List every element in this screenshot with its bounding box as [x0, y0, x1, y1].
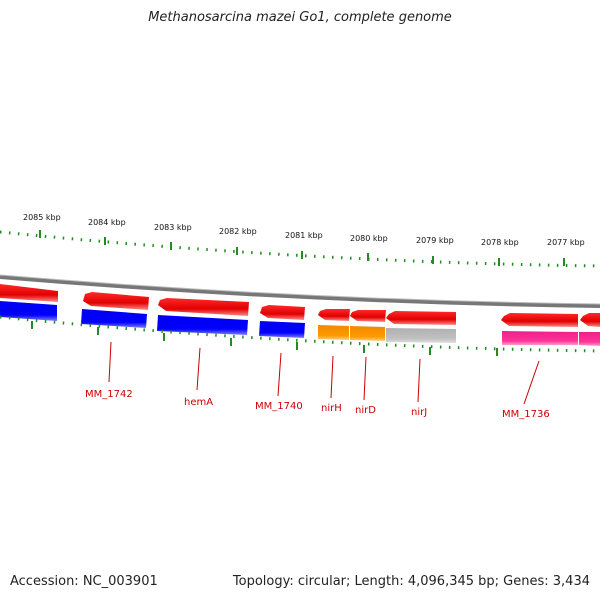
map-title: Methanosarcina mazei Go1, complete genom… [148, 10, 452, 25]
kbp-label-2082: 2082 kbp [219, 227, 257, 236]
feature-mm1736-right [579, 332, 600, 346]
kbp-label-2083: 2083 kbp [154, 223, 192, 232]
kbp-label-2084: 2084 kbp [88, 218, 126, 227]
cds-arrow-8 [501, 313, 578, 327]
feature-nirj [386, 328, 456, 343]
gene-label-nirh: nirH [321, 403, 342, 414]
major-ticks-lower [31, 321, 498, 356]
kbp-label-2077: 2077 kbp [547, 238, 585, 247]
feature-mm1736 [502, 331, 578, 345]
cds-arrow-7 [386, 311, 456, 325]
gene-label-hema: hemA [184, 397, 213, 408]
feature-left-blue [0, 301, 57, 321]
kbp-label-2078: 2078 kbp [481, 238, 519, 247]
cds-arrow-5 [318, 309, 350, 321]
gene-label-mm1740: MM_1740 [255, 401, 303, 412]
gene-label-mm1742: MM_1742 [85, 389, 133, 400]
feature-nird [350, 326, 385, 341]
feature-mm1740 [259, 321, 305, 338]
kbp-label-2085: 2085 kbp [23, 213, 61, 222]
kbp-label-2080: 2080 kbp [350, 234, 388, 243]
cds-arrow-4 [260, 305, 305, 320]
cds-arrow-6 [350, 310, 386, 322]
gene-label-nird: nirD [355, 405, 376, 416]
cds-arrow-9 [580, 313, 600, 327]
label-leaders [108, 341, 540, 405]
feature-mm1742 [81, 309, 147, 328]
feature-track [0, 301, 600, 346]
cds-arrow-2 [83, 292, 149, 310]
cds-arrow-1 [0, 284, 58, 302]
major-ticks-upper [39, 230, 565, 266]
topology-text: Topology: circular; Length: 4,096,345 bp… [232, 574, 590, 589]
feature-hema [157, 315, 248, 335]
feature-nirh [318, 325, 349, 340]
kbp-label-2079: 2079 kbp [416, 236, 454, 245]
kbp-label-2081: 2081 kbp [285, 231, 323, 240]
gene-label-mm1736: MM_1736 [502, 409, 550, 420]
genome-backbone [0, 274, 600, 308]
accession-text: Accession: NC_003901 [10, 574, 158, 589]
gene-label-nirj: nirJ [411, 407, 427, 418]
cds-arrow-3 [158, 298, 249, 316]
cds-track-red [0, 284, 600, 327]
